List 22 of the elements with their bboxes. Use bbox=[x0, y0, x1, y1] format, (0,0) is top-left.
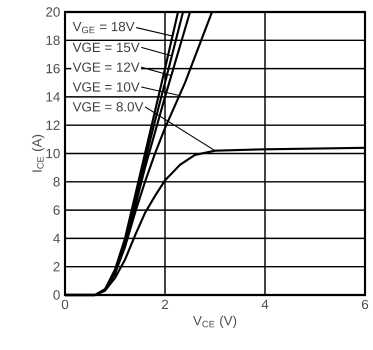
y-tick-label: 6 bbox=[54, 205, 60, 215]
legend-label: V$_{GE}$ = 18V bbox=[72, 22, 135, 34]
y-tick-label: 16 bbox=[46, 64, 60, 74]
legend-label: VGE = 15V bbox=[72, 42, 140, 52]
legend-label: VGE = 10V bbox=[72, 82, 140, 92]
y-axis-title: I$_{CE}$ (A) bbox=[32, 134, 44, 172]
legend-label: VGE = 12V bbox=[72, 62, 140, 72]
x-axis-title: V$_{CE}$ (V) bbox=[193, 316, 236, 328]
y-tick-label: 0 bbox=[53, 290, 60, 300]
x-tick-label: 0 bbox=[62, 300, 68, 310]
text: VGE = 8.0V bbox=[72, 102, 144, 112]
y-tick-label: 12 bbox=[46, 120, 60, 130]
y-tick-label: 8 bbox=[53, 177, 60, 187]
x-tick-label: 4 bbox=[262, 300, 268, 309]
x-tick-label: 6 bbox=[362, 300, 368, 310]
y-tick-label: 18 bbox=[46, 36, 60, 46]
y-tick-label: 14 bbox=[46, 92, 60, 102]
y-tick-label: 10 bbox=[46, 148, 60, 158]
x-tick-label: 2 bbox=[162, 300, 168, 310]
y-tick-label: 4 bbox=[53, 234, 60, 243]
y-tick-label: 2 bbox=[54, 262, 60, 272]
y-tick-label: 20 bbox=[46, 7, 60, 17]
